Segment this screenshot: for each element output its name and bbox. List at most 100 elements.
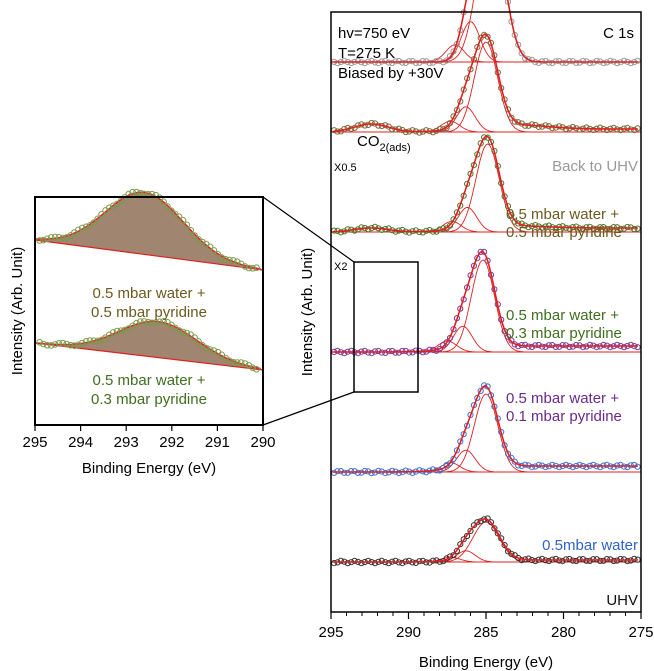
scale-factor-top: X0.5 [334,162,357,174]
data-point [590,461,597,468]
data-point [559,558,566,565]
data-point [348,60,355,67]
data-point [528,464,536,471]
series-label-3: 0.5 mbar water +0.1 mbar pyridine [506,390,622,425]
data-point [586,341,594,348]
inset-series-label-1: 0.5 mbar water + 0.3 mbar pyridine [91,372,207,408]
data-point [610,124,617,131]
data-point [549,461,556,468]
series-label-4: 0.5mbar water [542,537,638,554]
data-point [535,461,542,468]
data-point [566,58,573,65]
data-point [450,216,457,223]
inset-data-point [226,256,233,264]
inset-data-point [36,339,43,346]
data-point [433,57,440,65]
data-point [610,224,617,231]
main-chart-panel: hv=750 eV T=275 K Biased by +30V C 1s CO… [299,0,654,671]
fit-envelope-4 [332,385,638,473]
inset-data-points-1 [36,318,260,373]
data-point [446,460,454,467]
inset-data-point [55,234,63,241]
fit-component-3-0 [436,259,528,353]
inset-data-point [253,366,260,373]
inset-data-point [117,197,125,205]
data-point [566,225,573,232]
data-point [467,527,474,535]
inset-data-point [40,236,47,244]
data-point [539,224,546,231]
inset-data-point [78,339,86,347]
co2-annotation-subscript: 2(ads) [380,142,411,154]
data-point [484,33,491,40]
data-point [392,557,399,564]
data-point [539,555,546,562]
inset-data-point [179,328,187,336]
data-point [631,555,638,563]
data-point [409,127,416,134]
main-y-axis-label: Intensity (Arb. Unit) [299,248,316,376]
data-point [501,542,508,549]
data-point [382,470,389,477]
x-tick-label: 280 [551,624,576,641]
zoom-region-box [353,261,419,393]
data-point [368,469,375,477]
fit-component-4-0 [439,393,532,473]
data-point [515,220,522,227]
data-point [532,222,539,229]
inset-data-point [63,234,70,241]
inset-data-point [233,359,241,366]
data-point [416,467,423,474]
data-point [549,124,556,132]
data-point [535,59,542,67]
data-point [518,50,525,57]
fit-component-3-1 [416,325,508,353]
inset-data-point [183,221,191,229]
data-point [494,530,501,537]
data-point [627,341,634,348]
inset-data-point [214,251,222,258]
inset-data-point [121,326,129,334]
data-point [549,59,556,67]
data-point [610,557,617,565]
inset-data-point [202,344,210,352]
data-point [579,344,587,351]
main-x-axis: 295 290 285 280 275 [318,612,654,641]
data-point [470,522,477,529]
data-point [610,464,617,471]
inset-data-point [63,340,70,348]
inset-data-point [187,227,194,234]
data-point [573,341,580,349]
data-point [579,225,587,232]
data-point [586,59,594,67]
data-point [586,557,594,565]
data-point [508,114,515,121]
data-point [371,560,379,567]
data-point [395,469,402,477]
data-point [389,347,396,355]
data-point [354,469,362,476]
region-label: C 1s [603,25,634,42]
data-point [614,341,621,348]
data-point [453,447,460,454]
data-point [597,557,604,565]
data-point [368,57,375,65]
data-point [423,469,430,476]
data-point [409,469,416,476]
data-point [474,519,481,526]
inset-x-axis-label: Binding Energy (eV) [82,460,216,477]
data-point [419,557,426,564]
data-point [576,461,583,468]
data-point [562,125,570,133]
data-point [348,468,355,475]
fit-component-1-1 [419,106,511,133]
data-point [508,212,515,219]
data-point [341,57,348,64]
series-label-line: 0.5mbar water [542,537,638,554]
inset-x-tick-label: 293 [114,434,139,451]
data-point [399,560,406,567]
data-point [528,343,536,351]
fit-envelope-3 [332,250,638,353]
inset-area-1 [35,321,263,370]
data-point [426,346,433,353]
